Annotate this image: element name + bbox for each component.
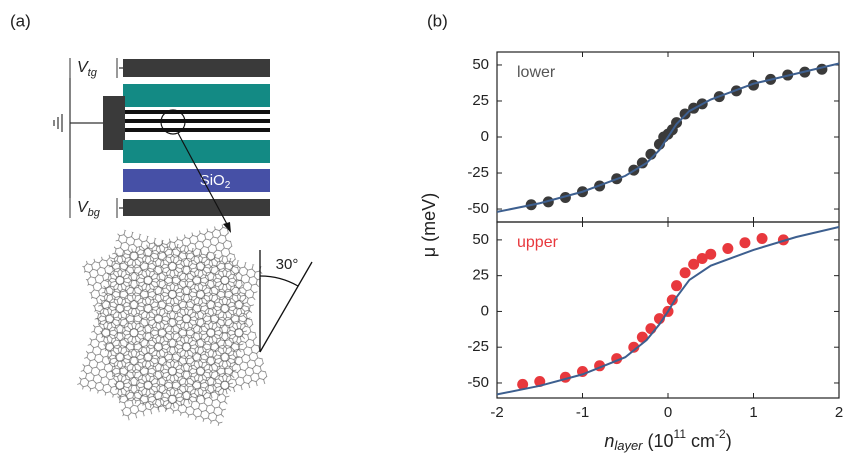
label-bg [66, 198, 119, 218]
annotation: lower [517, 64, 556, 81]
top-gate [123, 59, 270, 77]
angle-label: 30° [276, 256, 299, 273]
hbn-layer [123, 140, 270, 163]
device-diagram: SiO2 Vtg Vbg [53, 58, 270, 233]
data-point [636, 157, 648, 169]
data-point [722, 242, 734, 254]
x-tick-label: 0 [664, 404, 672, 421]
y-tick-label: 0 [481, 302, 489, 319]
data-point [666, 294, 678, 306]
data-point [636, 331, 648, 343]
lattice: 30° [76, 223, 313, 427]
label-bg [66, 58, 119, 78]
hbn-layer [123, 84, 270, 107]
data-point [679, 267, 691, 279]
plot-area [497, 226, 839, 396]
panel-label: (b) [427, 11, 448, 30]
fit-line [497, 62, 839, 213]
text: V [77, 59, 89, 76]
data-point [705, 248, 717, 260]
zoom-circle [160, 109, 186, 135]
graphene-layer [123, 110, 270, 114]
y-tick-label: 50 [472, 231, 489, 248]
data-point [739, 237, 751, 249]
angle-line [259, 261, 313, 353]
gate-label: Vtg [77, 59, 98, 79]
y-tick-label: -25 [467, 164, 489, 181]
arrow [177, 132, 229, 227]
lattice-layer [81, 223, 269, 422]
sio2-layer [123, 169, 270, 192]
superscript: -2 [715, 427, 726, 441]
y-tick-label: -50 [467, 200, 489, 217]
data-point [696, 252, 708, 264]
subscript: 2 [225, 180, 231, 191]
text: n [604, 431, 614, 451]
y-tick-label: 25 [472, 92, 489, 109]
data-point [671, 280, 683, 292]
y-tick-label: 50 [472, 56, 489, 73]
y-axis-label: μ (meV) [419, 193, 439, 257]
subscript: bg [88, 207, 101, 219]
text: ) [726, 431, 732, 451]
bottom-gate [123, 199, 270, 216]
data-point [756, 232, 768, 244]
plot-area [497, 62, 839, 213]
data-point [628, 341, 640, 353]
y-tick-label: -25 [467, 338, 489, 355]
data-point [517, 378, 529, 390]
graphene-layer [123, 128, 270, 132]
angle-arc [259, 275, 299, 287]
x-tick-label: -2 [490, 404, 503, 421]
text: V [77, 199, 89, 216]
subscript: layer [614, 438, 643, 453]
subscript: tg [88, 67, 98, 79]
text: cm [686, 431, 715, 451]
text: (10 [643, 431, 674, 451]
x-axis-label: nlayer (1011 cm-2) [604, 427, 731, 453]
gate-label: Vbg [77, 199, 101, 219]
y-tick-label: 25 [472, 267, 489, 284]
y-tick-label: 0 [481, 128, 489, 145]
x-tick-label: -1 [576, 404, 589, 421]
x-tick-label: 1 [749, 404, 757, 421]
superscript: 11 [674, 427, 687, 441]
panel-label: (a) [10, 11, 31, 30]
data-point [688, 258, 700, 270]
annotation: upper [517, 234, 559, 251]
fit-line [497, 226, 839, 396]
y-tick-label: -50 [467, 374, 489, 391]
x-tick-label: 2 [835, 404, 843, 421]
graphene-layer [123, 119, 270, 123]
contact [103, 96, 125, 150]
